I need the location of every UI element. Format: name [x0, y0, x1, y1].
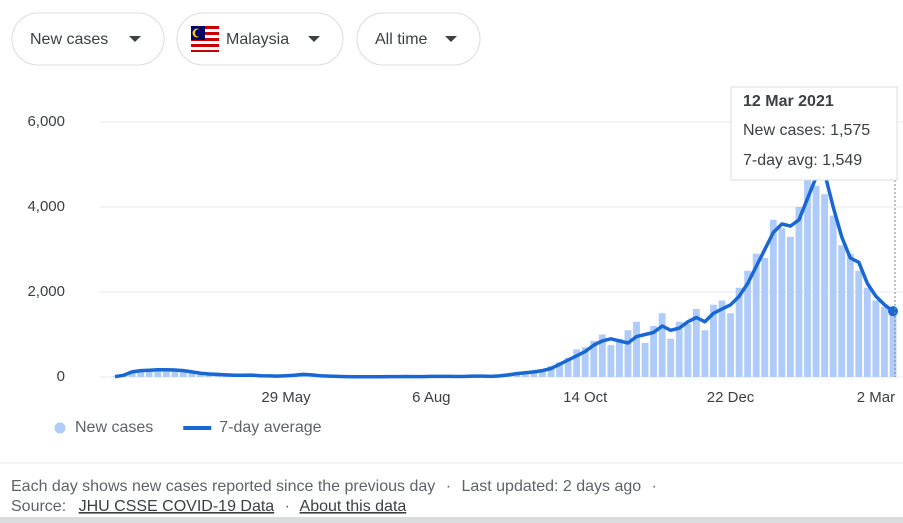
bar — [735, 287, 743, 377]
tooltip-avg: 7-day avg: 1,549 — [743, 152, 862, 169]
bar — [804, 164, 811, 377]
bar — [701, 330, 709, 377]
bar — [188, 372, 196, 377]
bar — [778, 228, 786, 377]
y-tick-label: 6,000 — [27, 113, 65, 130]
range-dropdown[interactable]: All time — [356, 12, 481, 66]
bar — [863, 287, 871, 377]
bar — [556, 362, 563, 377]
bar — [667, 338, 675, 377]
bar — [197, 373, 204, 377]
tooltip-cases: New cases: 1,575 — [743, 122, 870, 139]
bar — [539, 371, 546, 377]
bar — [530, 370, 538, 377]
bar — [154, 368, 162, 377]
bar — [179, 369, 187, 377]
bar — [573, 349, 581, 377]
bar — [547, 365, 555, 377]
y-tick-label: 2,000 — [27, 283, 65, 300]
bar — [838, 245, 846, 377]
separator: · — [285, 498, 290, 515]
bar — [658, 313, 666, 377]
bar — [829, 215, 837, 377]
country-dropdown[interactable]: Malaysia — [176, 12, 344, 66]
bar — [607, 345, 615, 377]
bar — [171, 370, 179, 377]
bar — [684, 323, 692, 377]
footer-line-1: Each day shows new cases reported since … — [11, 478, 657, 495]
source-link[interactable]: JHU CSSE COVID-19 Data — [79, 498, 275, 515]
bar — [786, 236, 794, 377]
bar — [145, 371, 153, 377]
footer-line-2: Source: JHU CSSE COVID-19 Data · About t… — [11, 498, 406, 515]
dropdown-label: New cases — [30, 31, 108, 48]
bar — [855, 270, 863, 377]
bar — [692, 309, 700, 377]
bar — [821, 194, 829, 377]
bar — [615, 338, 623, 377]
bar — [162, 369, 170, 377]
footer-note: Each day shows new cases reported since … — [11, 478, 435, 495]
x-tick-label: 29 May — [261, 389, 311, 406]
bar — [889, 310, 897, 377]
bottom-bar — [0, 517, 903, 523]
bar — [564, 357, 572, 377]
bar — [881, 306, 888, 377]
dropdown-label: All time — [375, 31, 428, 48]
tooltip: 12 Mar 2021 New cases: 1,575 7-day avg: … — [730, 86, 898, 181]
bar — [590, 340, 598, 377]
footer-updated: Last updated: 2 days ago — [461, 478, 641, 495]
bar — [581, 347, 589, 377]
bar — [718, 300, 726, 377]
x-tick-label: 22 Dec — [707, 389, 755, 406]
bar — [128, 370, 136, 377]
bar — [633, 321, 640, 377]
bar — [710, 304, 717, 377]
hover-dot — [888, 306, 898, 317]
dropdown-label: Malaysia — [226, 31, 289, 48]
legend-label: New cases — [75, 419, 153, 436]
legend-swatch — [54, 422, 66, 434]
bar — [624, 330, 632, 377]
y-tick-label: 4,000 — [27, 198, 65, 215]
x-tick-label: 14 Oct — [563, 389, 608, 406]
bar — [675, 321, 683, 377]
bar — [744, 270, 752, 377]
bar — [650, 326, 658, 377]
x-tick-label: 6 Aug — [412, 389, 450, 406]
bar — [812, 185, 820, 377]
bar — [846, 253, 854, 377]
bar — [641, 343, 649, 377]
y-tick-label: 0 — [57, 368, 65, 385]
tooltip-date: 12 Mar 2021 — [743, 93, 834, 110]
bar — [761, 258, 769, 377]
flag-icon — [191, 26, 219, 52]
bar — [752, 253, 760, 377]
avg-line — [114, 171, 895, 379]
metric-dropdown[interactable]: New cases — [11, 12, 165, 66]
bar — [769, 219, 777, 377]
bar — [795, 207, 803, 377]
bar — [598, 334, 606, 377]
about-link[interactable]: About this data — [300, 498, 407, 515]
separator: · — [446, 478, 451, 495]
bar — [872, 300, 880, 377]
legend-label: 7-day average — [219, 419, 321, 436]
separator: · — [652, 478, 657, 495]
bar — [727, 313, 734, 377]
bar — [521, 372, 529, 377]
x-tick-label: 2 Mar — [857, 389, 895, 406]
bar — [137, 369, 145, 377]
bar — [111, 376, 119, 377]
source-label: Source: — [11, 498, 66, 515]
